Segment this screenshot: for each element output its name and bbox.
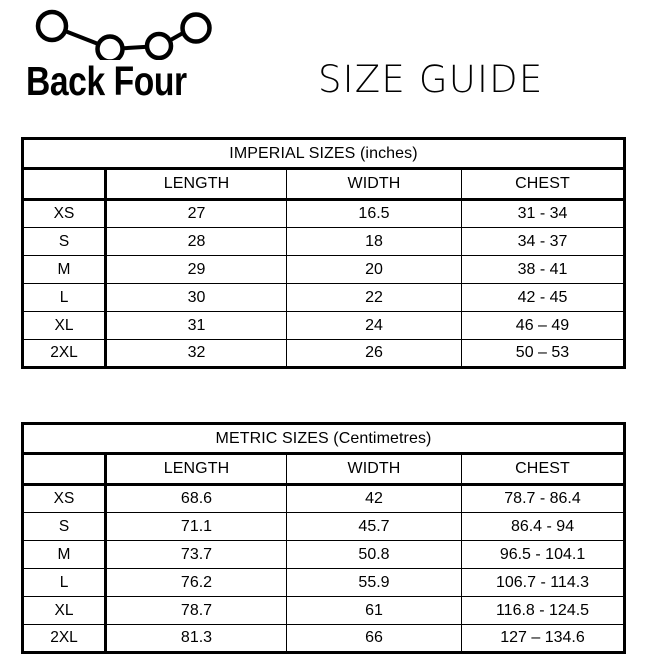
size-label: XS	[22, 484, 107, 513]
imperial-size-table: IMPERIAL SIZES (inches) LENGTH WIDTH CHE…	[21, 137, 626, 369]
size-label: 2XL	[22, 624, 107, 653]
table-row: S 28 18 34 - 37	[22, 227, 625, 256]
table-row: L 30 22 42 - 45	[22, 283, 625, 312]
table-row: M 73.7 50.8 96.5 - 104.1	[22, 540, 626, 569]
width-value: 18	[286, 227, 462, 256]
column-header-chest: CHEST	[461, 168, 625, 200]
column-header-size	[22, 168, 107, 200]
chest-value: 34 - 37	[461, 227, 625, 256]
chest-value: 106.7 - 114.3	[460, 568, 626, 597]
length-value: 81.3	[105, 624, 287, 653]
brand-logo: Back Four	[20, 4, 230, 116]
width-value: 42	[286, 484, 462, 513]
column-header-width: WIDTH	[286, 168, 462, 200]
chest-value: 38 - 41	[461, 255, 625, 284]
column-header-width: WIDTH	[286, 453, 462, 485]
chest-value: 50 – 53	[461, 339, 625, 368]
table-row: M 29 20 38 - 41	[22, 255, 625, 284]
metric-size-table: METRIC SIZES (Centimetres) LENGTH WIDTH …	[21, 422, 627, 654]
width-value: 45.7	[286, 512, 462, 541]
chest-value: 78.7 - 86.4	[460, 484, 626, 513]
column-header-chest: CHEST	[460, 453, 626, 485]
length-value: 32	[105, 339, 287, 368]
size-label: XL	[22, 311, 107, 340]
column-header-length: LENGTH	[105, 168, 287, 200]
length-value: 71.1	[105, 512, 287, 541]
width-value: 16.5	[286, 199, 462, 228]
size-label: M	[22, 540, 107, 569]
length-value: 73.7	[105, 540, 287, 569]
table-row: XL 31 24 46 – 49	[22, 311, 625, 340]
table-row: 2XL 81.3 66 127 – 134.6	[22, 624, 626, 653]
chest-value: 31 - 34	[461, 199, 625, 228]
width-value: 50.8	[286, 540, 462, 569]
width-value: 26	[286, 339, 462, 368]
length-value: 27	[105, 199, 287, 228]
length-value: 76.2	[105, 568, 287, 597]
width-value: 20	[286, 255, 462, 284]
width-value: 22	[286, 283, 462, 312]
size-label: S	[22, 512, 107, 541]
size-label: M	[22, 255, 107, 284]
table-row: XS 27 16.5 31 - 34	[22, 199, 625, 228]
size-label: XS	[22, 199, 107, 228]
imperial-table-title: IMPERIAL SIZES (inches)	[22, 138, 625, 170]
chest-value: 116.8 - 124.5	[460, 596, 626, 625]
table-row: S 71.1 45.7 86.4 - 94	[22, 512, 626, 541]
width-value: 55.9	[286, 568, 462, 597]
table-row: XS 68.6 42 78.7 - 86.4	[22, 484, 626, 513]
chest-value: 86.4 - 94	[460, 512, 626, 541]
length-value: 28	[105, 227, 287, 256]
column-header-length: LENGTH	[105, 453, 287, 485]
table-row: 2XL 32 26 50 – 53	[22, 339, 625, 368]
length-value: 68.6	[105, 484, 287, 513]
metric-table-title: METRIC SIZES (Centimetres)	[21, 423, 626, 455]
width-value: 66	[286, 624, 462, 653]
chest-value: 96.5 - 104.1	[460, 540, 626, 569]
table-row: L 76.2 55.9 106.7 - 114.3	[22, 568, 626, 597]
table-title-row: METRIC SIZES (Centimetres)	[21, 423, 626, 455]
width-value: 24	[286, 311, 462, 340]
table-title-row: IMPERIAL SIZES (inches)	[22, 138, 625, 170]
size-label: L	[22, 283, 107, 312]
chest-value: 42 - 45	[461, 283, 625, 312]
table-row: XL 78.7 61 116.8 - 124.5	[22, 596, 626, 625]
page-header: Back Four SIZE GUIDE	[0, 0, 645, 128]
size-label: 2XL	[22, 339, 107, 368]
table-header-row: LENGTH WIDTH CHEST	[22, 168, 625, 200]
size-label: XL	[22, 596, 107, 625]
size-label: S	[22, 227, 107, 256]
table-header-row: LENGTH WIDTH CHEST	[22, 453, 626, 485]
length-value: 31	[105, 311, 287, 340]
length-value: 29	[105, 255, 287, 284]
chest-value: 46 – 49	[461, 311, 625, 340]
width-value: 61	[286, 596, 462, 625]
length-value: 30	[105, 283, 287, 312]
page-title: SIZE GUIDE	[318, 58, 544, 101]
chest-value: 127 – 134.6	[460, 624, 626, 653]
length-value: 78.7	[105, 596, 287, 625]
column-header-size	[22, 453, 107, 485]
brand-name: Back Four	[26, 58, 187, 104]
four-circles-defensive-line-icon	[20, 4, 220, 64]
size-label: L	[22, 568, 107, 597]
